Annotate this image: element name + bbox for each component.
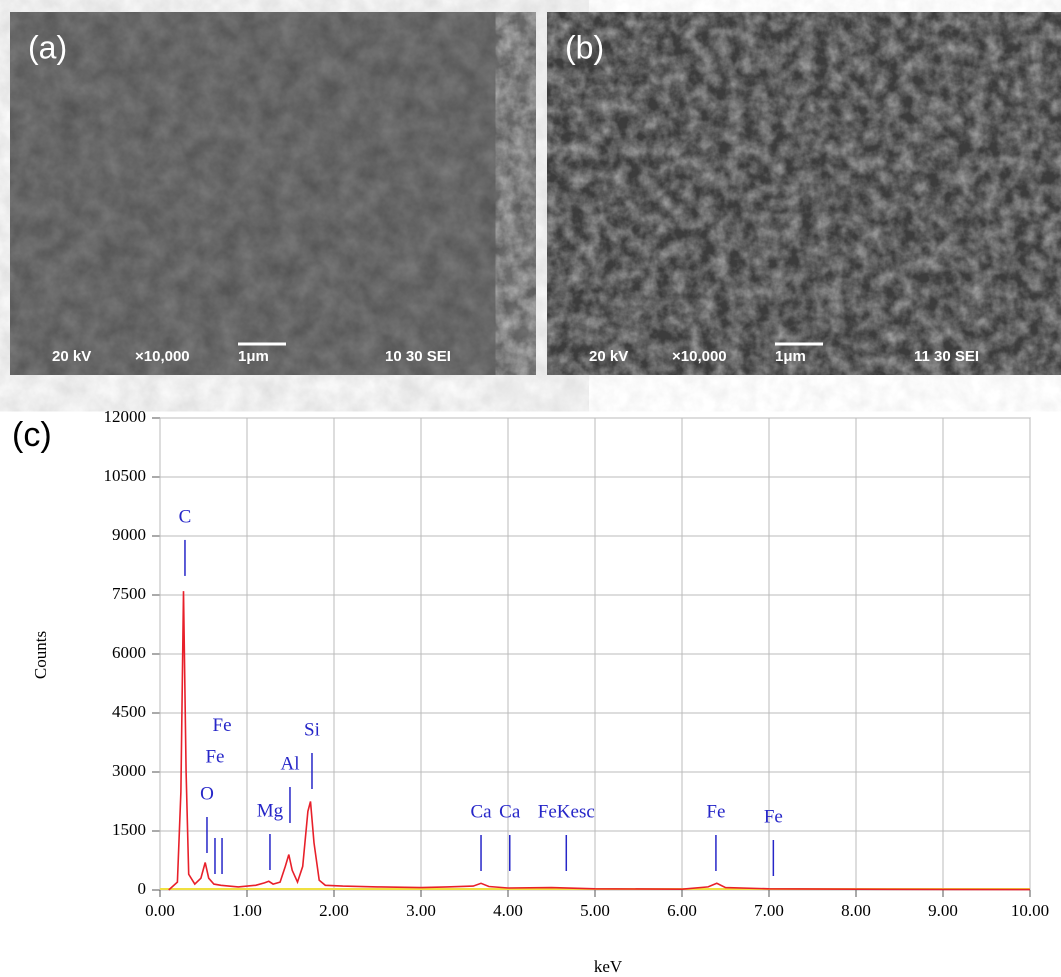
x-axis-label: keV [594, 957, 623, 976]
peak-label: C [179, 506, 192, 527]
sem-magnification: ×10,000 [672, 348, 727, 365]
x-tick-label: 1.00 [232, 901, 262, 920]
peak-label: O [200, 783, 214, 804]
spectrum-line [168, 591, 1031, 891]
y-tick-label: 12000 [104, 407, 147, 426]
x-tick-label: 2.00 [319, 901, 349, 920]
y-tick-label: 1500 [112, 820, 146, 839]
peak-label: Ca [470, 801, 492, 822]
panel-label: (b) [565, 29, 604, 65]
peak-label: Al [280, 753, 299, 774]
sem-info: 10 30 SEI [385, 348, 451, 365]
sem-texture [10, 12, 536, 375]
panel-label: (c) [12, 416, 52, 454]
peak-label: Mg [257, 800, 284, 821]
x-tick-label: 4.00 [493, 901, 523, 920]
peak-label: Fe [764, 806, 783, 827]
x-tick-label: 9.00 [928, 901, 958, 920]
x-tick-label: 3.00 [406, 901, 436, 920]
sem-voltage: 20 kV [52, 348, 91, 365]
peak-label: Fe [205, 747, 224, 768]
x-tick-label: 7.00 [754, 901, 784, 920]
peak-label: Fe [213, 715, 232, 736]
x-tick-label: 5.00 [580, 901, 610, 920]
y-axis-label: Counts [31, 631, 50, 679]
sem-texture [547, 12, 1061, 375]
y-tick-label: 10500 [104, 466, 147, 485]
peak-label: Si [304, 719, 320, 740]
y-tick-label: 9000 [112, 525, 146, 544]
x-tick-label: 6.00 [667, 901, 697, 920]
sem-scale: 1μm [238, 348, 269, 365]
x-tick-label: 10.00 [1011, 901, 1049, 920]
y-tick-label: 3000 [112, 761, 146, 780]
peak-label: Fe [706, 801, 725, 822]
panel-label: (a) [28, 29, 67, 65]
peak-label: FeKesc [538, 801, 595, 822]
sem-voltage: 20 kV [589, 348, 628, 365]
peak-label: Ca [499, 801, 521, 822]
y-tick-label: 4500 [112, 702, 146, 721]
x-tick-label: 0.00 [145, 901, 175, 920]
y-tick-label: 6000 [112, 643, 146, 662]
sem-magnification: ×10,000 [135, 348, 190, 365]
y-tick-label: 7500 [112, 584, 146, 603]
x-tick-label: 8.00 [841, 901, 871, 920]
y-tick-label: 0 [138, 879, 147, 898]
sem-scale: 1μm [775, 348, 806, 365]
sem-info: 11 30 SEI [914, 348, 979, 365]
